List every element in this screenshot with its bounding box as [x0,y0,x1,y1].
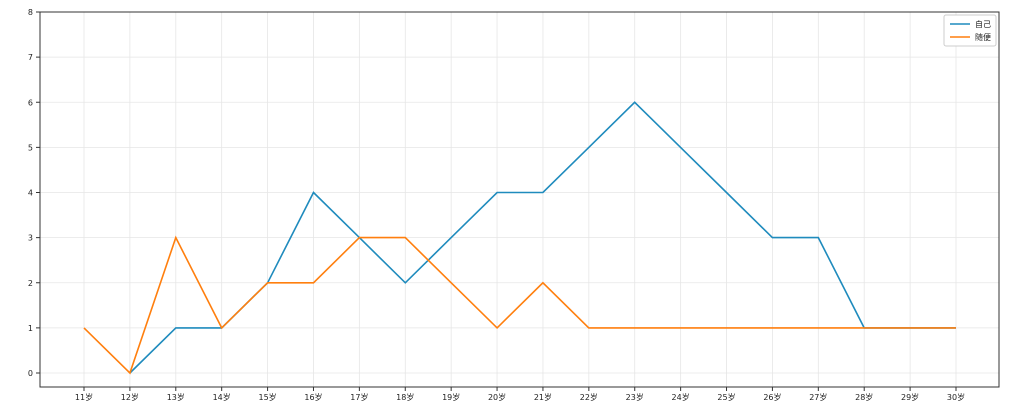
y-tick-label: 4 [28,189,33,198]
y-tick-label: 2 [28,279,33,288]
x-tick-label: 15岁 [258,392,276,402]
x-tick-label: 30岁 [947,392,965,402]
x-tick-label: 11岁 [75,392,93,402]
x-tick-label: 12岁 [121,392,139,402]
x-tick-label: 14岁 [213,392,231,402]
legend-box [943,14,997,47]
x-tick-label: 13岁 [167,392,185,402]
x-tick-label: 17岁 [350,392,368,402]
plot-frame [39,11,1000,388]
x-tick-label: 22岁 [580,392,598,402]
y-tick-label: 3 [28,234,33,243]
y-tick-label: 5 [28,143,33,152]
x-axis: 11岁 12岁 13岁 14岁 15岁 16岁 17岁 18岁 19岁 20岁 21岁 22岁 23岁 2… [75,387,965,402]
x-tick-label: 23岁 [626,392,644,402]
y-tick-label: 8 [28,8,33,17]
y-tick-label: 6 [28,98,33,107]
x-tick-label: 20岁 [488,392,506,402]
x-tick-label: 28岁 [855,392,873,402]
x-tick-label: 16岁 [304,392,322,402]
x-tick-label: 21岁 [534,392,552,402]
x-tick-label: 26岁 [763,392,781,402]
series-lines [83,101,956,375]
x-tick-label: 25岁 [717,392,735,402]
y-axis: 0 1 2 3 4 5 6 7 8 [28,8,40,378]
series-line-随便 [83,235,956,375]
x-tick-label: 19岁 [442,392,460,402]
legend-label: 随便 [975,32,991,42]
x-tick-label: 29岁 [901,392,919,402]
x-tick-label: 18岁 [396,392,414,402]
grid-lines [40,11,999,387]
legend-label: 自己 [975,19,991,29]
y-tick-label: 7 [28,53,33,62]
y-tick-label: 1 [28,324,33,333]
x-tick-label: 24岁 [672,392,690,402]
x-tick-label: 27岁 [809,392,827,402]
y-tick-label: 0 [28,369,33,378]
